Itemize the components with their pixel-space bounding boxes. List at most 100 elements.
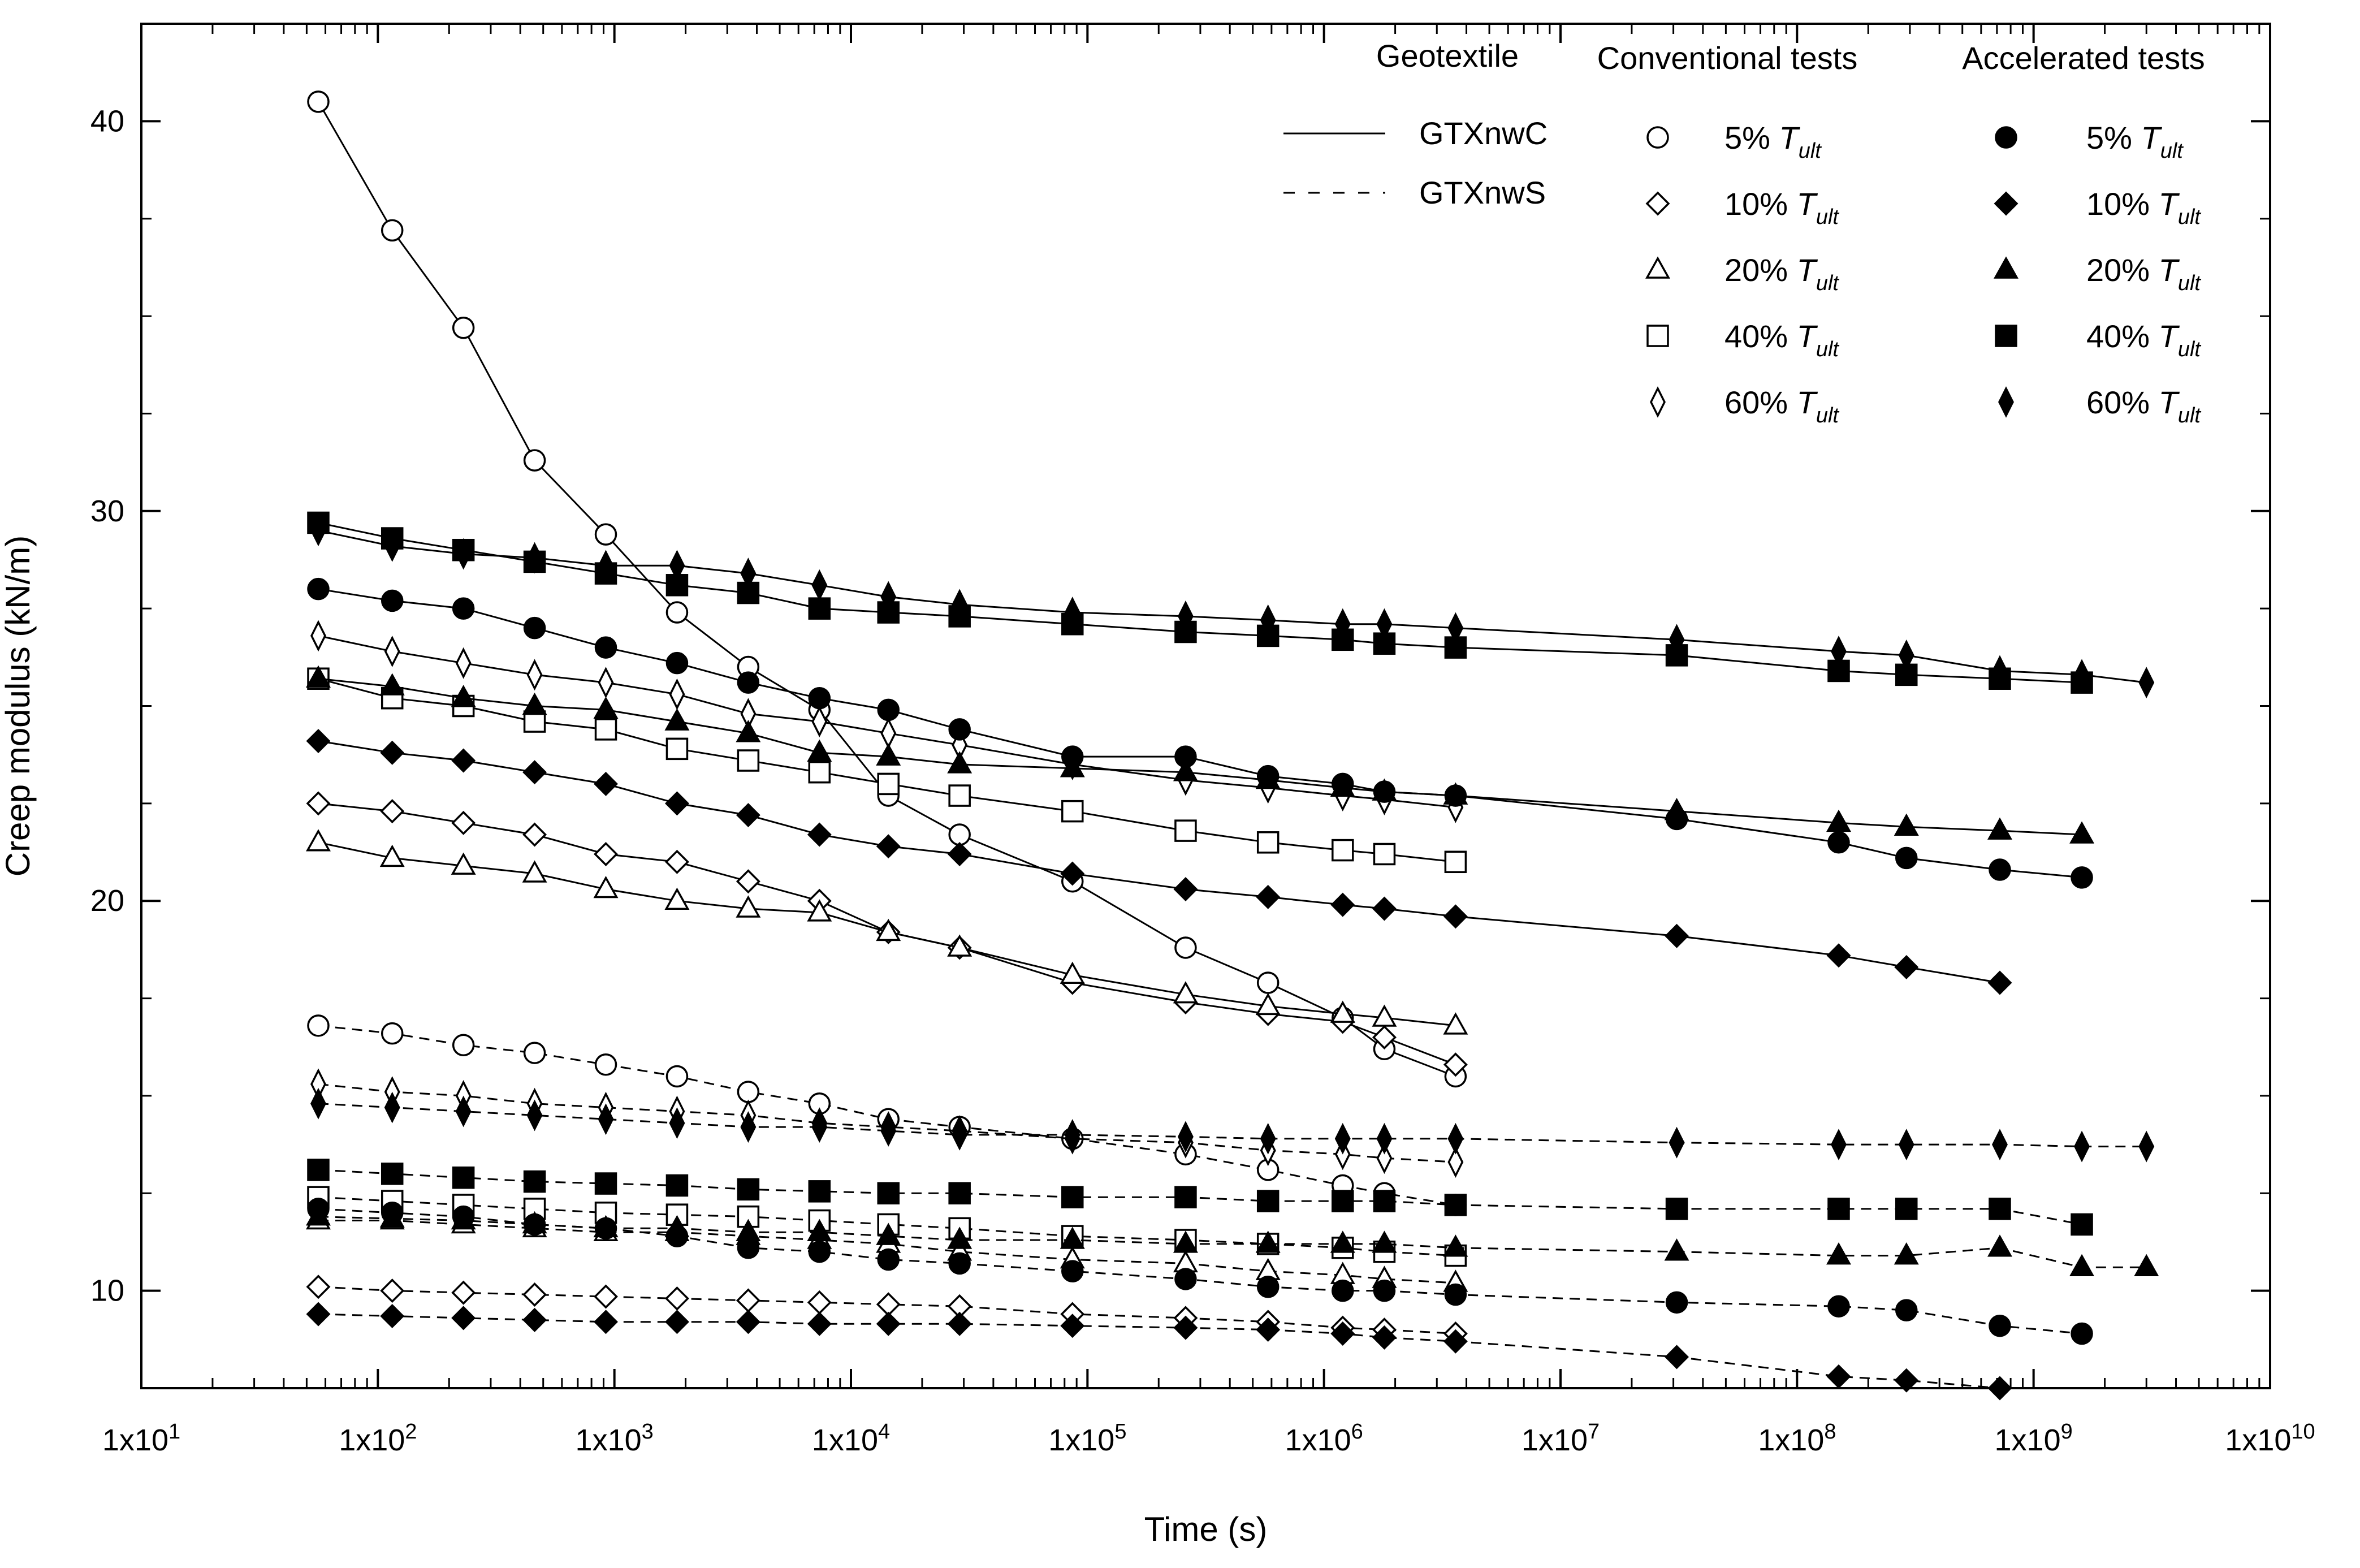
data-point: [1332, 839, 1354, 862]
data-point: [1173, 1230, 1198, 1253]
data-point: [1332, 1279, 1354, 1302]
data-point: [1664, 798, 1689, 820]
data-point: [1061, 800, 1084, 823]
legend-load-label: 10% Tult: [2086, 186, 2201, 229]
data-point: [310, 515, 326, 547]
data-point: [1827, 1295, 1850, 1318]
data-point: [664, 791, 689, 816]
data-point: [526, 659, 543, 691]
series-gtxnws-accelerated-triangle: [306, 1203, 2159, 1277]
legend-load-label: 20% Tult: [2086, 252, 2201, 295]
data-point: [1255, 766, 1281, 789]
data-point: [451, 1306, 476, 1331]
data-point: [669, 678, 685, 710]
data-point: [740, 1111, 757, 1143]
data-point: [1177, 601, 1194, 632]
data-point: [1256, 884, 1281, 909]
data-point: [1334, 608, 1351, 640]
data-point: [1260, 604, 1276, 636]
data-point: [1898, 639, 1914, 671]
data-point: [947, 1311, 972, 1336]
data-point: [2134, 1254, 2159, 1277]
legend-load-label: 60% Tult: [1724, 385, 1839, 427]
data-point: [1894, 954, 1919, 979]
data-point: [948, 823, 971, 846]
data-point: [1372, 778, 1397, 801]
y-tick-label: 30: [90, 494, 124, 528]
data-point: [2071, 866, 2093, 889]
data-point: [808, 686, 831, 710]
data-point: [876, 834, 901, 859]
data-point: [876, 743, 901, 766]
data-point: [737, 749, 760, 772]
data-point: [1061, 1260, 1084, 1282]
data-point: [1894, 1242, 1919, 1265]
data-point: [1376, 1142, 1393, 1174]
data-point: [1447, 1146, 1464, 1178]
x-tick-label: 1x102: [339, 1420, 417, 1457]
data-point: [947, 1226, 972, 1249]
data-point: [2069, 821, 2095, 844]
data-point: [1173, 1315, 1198, 1340]
data-point: [451, 748, 476, 773]
data-point: [1064, 597, 1080, 628]
data-point: [310, 620, 326, 652]
data-point: [665, 651, 689, 675]
data-point: [1255, 992, 1281, 1016]
data-point: [1256, 831, 1280, 854]
data-point: [598, 1103, 614, 1135]
data-point: [1330, 1000, 1355, 1023]
data-point: [1894, 813, 1919, 836]
data-point: [381, 1022, 404, 1045]
series-line: [317, 101, 1456, 1077]
series-line: [318, 841, 1456, 1027]
data-point: [669, 550, 685, 582]
data-point: [523, 1042, 546, 1064]
data-point: [1444, 1283, 1467, 1306]
data-point: [522, 1211, 547, 1234]
data-point: [2074, 659, 2090, 691]
data-point: [808, 1180, 831, 1203]
data-point: [1664, 1238, 1689, 1261]
data-point: [1173, 759, 1198, 781]
series-line: [318, 1220, 1456, 1284]
data-point: [808, 597, 831, 620]
data-point: [1061, 1186, 1084, 1208]
data-point: [380, 799, 405, 824]
data-point: [1372, 1230, 1397, 1253]
data-point: [807, 739, 832, 762]
data-point: [522, 760, 547, 785]
data-point: [877, 1248, 900, 1271]
series-line: [318, 740, 2000, 984]
data-point: [1987, 1376, 2012, 1401]
data-point: [877, 698, 900, 722]
data-point: [451, 1207, 476, 1230]
data-point: [807, 822, 832, 847]
data-point: [947, 842, 972, 866]
data-point: [1989, 858, 2011, 881]
data-point: [665, 1174, 689, 1197]
data-point: [1256, 1275, 1280, 1298]
data-point: [1443, 1329, 1468, 1354]
data-point: [1330, 774, 1355, 797]
data-point: [1330, 1321, 1355, 1346]
data-point: [877, 772, 900, 796]
data-point: [876, 1311, 901, 1336]
data-point: [380, 1303, 405, 1328]
data-point: [811, 1111, 828, 1143]
data-point: [379, 673, 405, 696]
legend-marker-open-triangle: [1645, 256, 1670, 279]
data-point: [664, 708, 690, 731]
data-point: [1373, 843, 1396, 866]
legend-marker-filled-diamond: [1994, 191, 2018, 216]
data-point: [808, 1240, 831, 1263]
data-point: [451, 852, 476, 875]
legend-header-geotextile: Geotextile: [1376, 38, 1519, 74]
data-point: [594, 842, 618, 866]
data-point: [1443, 1052, 1468, 1077]
legend-marker-filled-circle: [1995, 126, 2017, 149]
data-point: [669, 1107, 685, 1139]
data-point: [665, 601, 689, 624]
